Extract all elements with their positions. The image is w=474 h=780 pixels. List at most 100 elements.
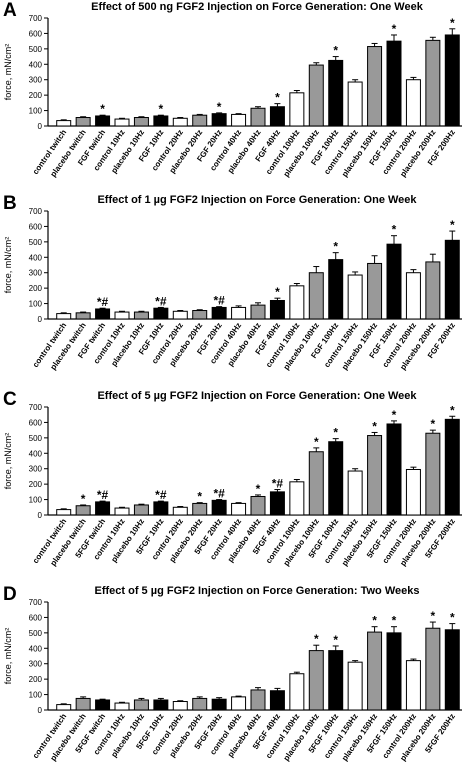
bar [444, 629, 460, 711]
bar [192, 502, 208, 516]
bar [133, 311, 149, 320]
bar-chart-a: force, mN/cm²0100200300400500600700contr… [3, 14, 462, 179]
y-tick-label: 400 [29, 644, 43, 653]
bar [211, 306, 227, 320]
bar [347, 470, 363, 516]
bar [133, 504, 149, 516]
bar [289, 92, 305, 127]
y-tick-label: 300 [29, 269, 43, 278]
y-tick-label: 500 [29, 629, 43, 638]
bar [405, 468, 421, 516]
bar [308, 64, 324, 127]
bar [269, 491, 285, 516]
bar [114, 311, 130, 320]
significance-marker: * [275, 91, 280, 105]
bar [56, 120, 72, 127]
y-tick-label: 100 [29, 496, 43, 505]
bar [75, 505, 91, 516]
significance-marker: * [450, 403, 455, 417]
bar [153, 115, 169, 127]
bar [269, 106, 285, 127]
bar [75, 697, 91, 711]
bar [114, 118, 130, 127]
significance-marker: *# [213, 294, 225, 308]
bar [250, 107, 266, 127]
bar [231, 502, 247, 516]
y-tick-label: 700 [29, 14, 43, 23]
bar [75, 312, 91, 320]
bar [425, 261, 441, 320]
panel-d: D Effect of 5 µg FGF2 Injection on Force… [0, 584, 474, 780]
bar [308, 650, 324, 711]
panel-label: C [3, 389, 17, 410]
significance-marker: *# [272, 477, 284, 491]
y-tick-label: 400 [29, 253, 43, 262]
chart-title: Effect of 500 ng FGF2 Injection on Force… [91, 1, 423, 13]
bar [231, 696, 247, 711]
bar [289, 481, 305, 516]
bar [231, 113, 247, 127]
significance-marker: * [333, 426, 338, 440]
y-tick-label: 0 [38, 122, 43, 131]
bar [211, 698, 227, 711]
bar [386, 243, 402, 320]
bar [269, 690, 285, 711]
y-tick-label: 200 [29, 480, 43, 489]
y-tick-label: 500 [29, 45, 43, 54]
significance-marker: * [314, 435, 319, 449]
bar [386, 40, 402, 127]
y-tick-label: 300 [29, 660, 43, 669]
y-tick-label: 500 [29, 238, 43, 247]
y-tick-label: 600 [29, 613, 43, 622]
bar [211, 113, 227, 127]
significance-marker: *# [97, 488, 109, 502]
significance-marker: * [333, 44, 338, 58]
chart-title: Effect of 5 µg FGF2 Injection on Force G… [94, 585, 420, 597]
bar [289, 673, 305, 711]
bar [95, 308, 111, 320]
significance-marker: * [450, 218, 455, 232]
bar [56, 704, 72, 711]
bar [133, 117, 149, 127]
significance-marker: * [392, 22, 397, 36]
bar [328, 650, 344, 711]
significance-marker: * [256, 482, 261, 496]
significance-marker: * [100, 102, 105, 116]
significance-marker: * [392, 408, 397, 422]
panel-a: A Effect of 500 ng FGF2 Injection on For… [0, 0, 474, 193]
bar [367, 262, 383, 320]
y-tick-label: 400 [29, 60, 43, 69]
y-tick-label: 100 [29, 107, 43, 116]
bar [308, 272, 324, 320]
y-tick-label: 700 [29, 598, 43, 607]
bar [425, 432, 441, 516]
significance-marker: * [333, 240, 338, 254]
bar [75, 117, 91, 127]
bar [172, 506, 188, 516]
bar [425, 627, 441, 711]
bar [444, 239, 460, 320]
bar [444, 34, 460, 127]
bar [347, 661, 363, 711]
y-tick-label: 300 [29, 465, 43, 474]
chart-title: Effect of 1 µg FGF2 Injection on Force G… [97, 194, 417, 206]
y-axis-label: force, mN/cm² [3, 237, 13, 294]
bar [153, 501, 169, 516]
y-tick-label: 200 [29, 284, 43, 293]
bar [231, 306, 247, 320]
y-tick-label: 0 [38, 315, 43, 324]
bar [192, 114, 208, 127]
bar [250, 689, 266, 711]
bar [367, 435, 383, 516]
significance-marker: * [431, 417, 436, 431]
bar [250, 304, 266, 320]
significance-marker: * [217, 100, 222, 114]
y-axis-label: force, mN/cm² [3, 44, 13, 101]
bar [211, 499, 227, 516]
significance-marker: * [81, 492, 86, 506]
bar [308, 451, 324, 516]
significance-marker: * [392, 614, 397, 628]
panel-label: B [3, 193, 17, 214]
y-tick-label: 600 [29, 418, 43, 427]
bar [289, 285, 305, 320]
